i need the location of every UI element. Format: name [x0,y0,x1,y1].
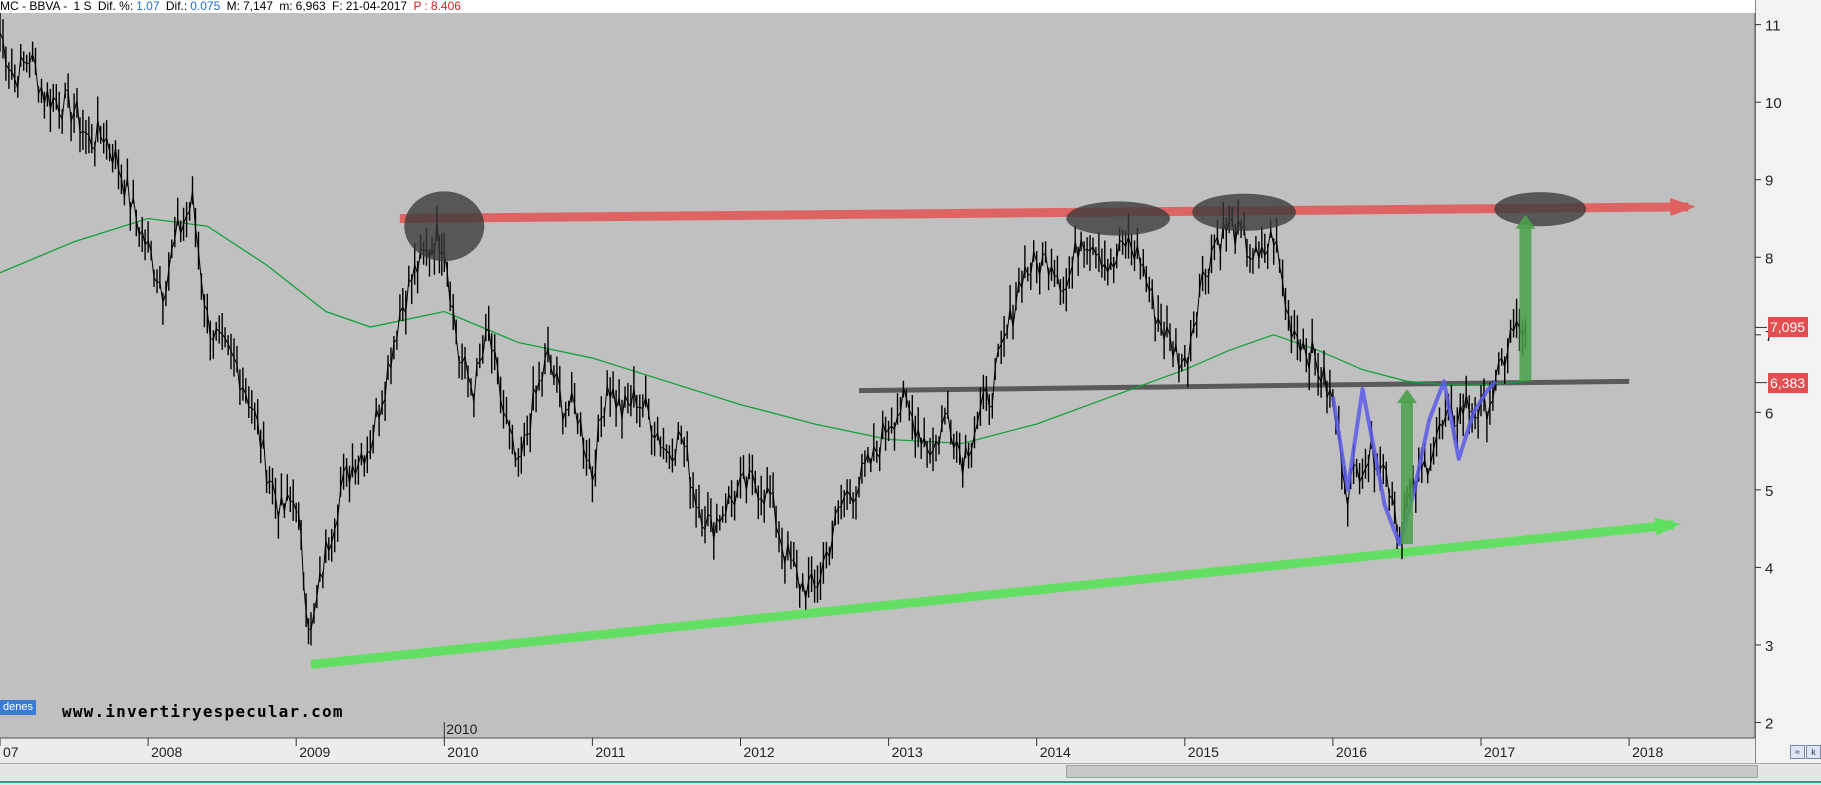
highlight-ellipse [1066,201,1170,236]
x-tick-label: 2017 [1484,744,1515,760]
y-tick-label: 2 [1765,715,1773,732]
highlight-ellipse [1494,192,1587,227]
x-tick-label: 2014 [1040,744,1071,760]
overlay-tag[interactable]: denes [0,700,36,715]
y-tick-label: 6 [1765,405,1773,422]
resistance-line [399,202,1689,223]
date-value: 21-04-2017 [345,0,408,13]
y-tick-label: 8 [1765,250,1773,267]
dif-pct-value: 1.07 [136,0,160,13]
target-arrow-head [1396,389,1417,404]
x-tick-label: 2018 [1632,744,1663,760]
target-arrow-shaft [1400,401,1413,545]
scrollbar-thumb[interactable] [1066,765,1758,778]
min-value: 6,963 [295,0,326,13]
period-label: 1 S [73,0,92,13]
price-chart[interactable]: 2345678910110720082009201020112012201320… [0,0,1821,763]
highlight-ellipse [404,191,485,262]
plot-area [0,13,1755,738]
last-price-label: 7,095 [1768,317,1808,338]
price-line [0,32,1526,631]
x-tick-label: 2008 [151,744,182,760]
resistance-line-head [1670,198,1696,217]
y-tick-label: 4 [1765,560,1773,577]
watermark-text: www.invertiryespecular.com [62,702,344,721]
min-label: m: [279,0,293,13]
bottom-accent-line [0,781,1821,783]
year-marker-label: 2010 [446,721,477,737]
x-tick-label: 2016 [1336,744,1367,760]
x-tick-label: 2013 [892,744,923,760]
y-tick-label: 3 [1765,638,1773,655]
dif-label: Dif.: [165,0,188,13]
support-price-label: 6,383 [1768,372,1808,393]
quote-header: MC - BBVA - 1 S Dif. %: 1.07 Dif.: 0.075 M… [0,0,1755,13]
price-label: P : [413,0,428,13]
dif-value: 0.075 [190,0,221,13]
uptrend-line-head [1654,517,1681,536]
x-tick-label: 2010 [447,744,478,760]
max-value: 7,147 [242,0,273,13]
max-label: M: [226,0,240,13]
price-value: 8.406 [430,0,461,13]
x-tick-label: 2015 [1188,744,1219,760]
target-arrow-shaft [1519,226,1532,382]
highlight-ellipse [1192,193,1296,231]
dif-pct-label: Dif. %: [97,0,134,13]
y-tick-label: 11 [1765,18,1781,35]
y-tick-label: 9 [1765,173,1773,190]
x-tick-label: 07 [3,744,19,760]
x-tick-label: 2012 [744,744,775,760]
uptrend-line [310,520,1675,669]
double-bottom-pattern [1330,379,1498,547]
x-tick-label: 2011 [595,744,625,760]
target-arrow-head [1515,214,1536,229]
y-tick-label: 10 [1765,95,1782,112]
chart-options-icon[interactable]: k [1806,745,1821,759]
symbol-label: MC - BBVA - [0,0,68,13]
y-tick-label: 5 [1765,483,1773,500]
moving-average-line [0,217,1526,445]
date-label: F: [332,0,343,13]
zoom-toggle-icon[interactable]: ≈ [1790,745,1805,759]
x-tick-label: 2009 [299,744,330,760]
